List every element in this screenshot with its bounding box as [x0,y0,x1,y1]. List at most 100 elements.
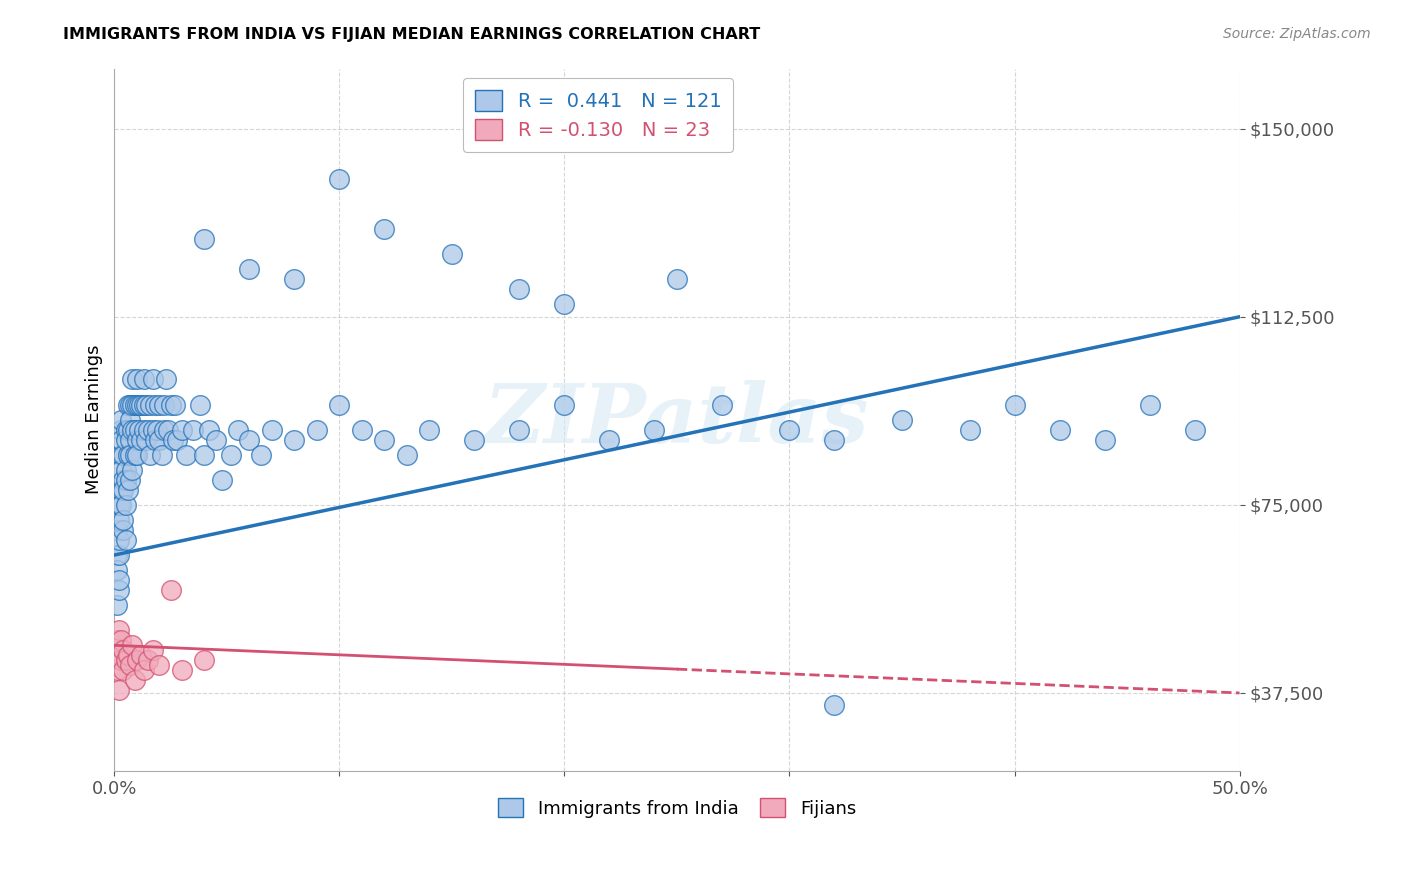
Point [128,398,150,412]
Point [350,423,373,437]
Point [114,533,136,547]
Point [105,548,128,562]
Point [112,523,135,537]
Point [553,297,575,311]
Point [108,548,131,562]
Point [132,398,155,412]
Point [1094,433,1116,447]
Point [891,412,914,426]
Point [170,664,193,678]
Point [124,448,146,462]
Point [779,423,801,437]
Point [114,498,136,512]
Point [193,448,215,462]
Point [148,433,170,447]
Point [153,398,176,412]
Point [1184,423,1206,437]
Point [1139,398,1161,412]
Point [157,423,180,437]
Point [249,448,271,462]
Point [283,433,305,447]
Point [112,473,135,487]
Point [143,433,166,447]
Point [125,372,148,386]
Point [418,423,440,437]
Point [110,463,132,477]
Point [114,433,136,447]
Point [142,423,165,437]
Point [143,398,166,412]
Point [108,513,131,527]
Point [124,673,146,688]
Point [131,398,153,412]
Point [105,563,128,577]
Point [112,664,135,678]
Point [188,398,211,412]
Point [121,638,143,652]
Point [110,423,132,437]
Point [135,398,157,412]
Point [159,583,181,598]
Point [125,448,148,462]
Point [204,433,226,447]
Point [108,498,131,512]
Point [112,643,135,657]
Point [1049,423,1071,437]
Point [373,433,395,447]
Point [110,448,132,462]
Point [260,423,283,437]
Point [395,448,418,462]
Point [238,433,260,447]
Point [125,653,148,667]
Point [112,483,135,497]
Point [328,172,350,186]
Point [108,624,131,638]
Point [108,648,131,663]
Point [598,433,620,447]
Point [142,372,165,386]
Point [710,398,733,412]
Y-axis label: Median Earnings: Median Earnings [86,345,103,494]
Point [181,423,204,437]
Point [125,398,148,412]
Point [120,398,142,412]
Point [112,513,135,527]
Point [124,398,146,412]
Point [463,433,485,447]
Point [110,483,132,497]
Point [110,498,132,512]
Point [211,473,233,487]
Point [105,523,128,537]
Point [193,653,215,667]
Point [131,648,153,663]
Point [508,282,530,296]
Point [124,423,146,437]
Point [148,658,170,673]
Point [139,448,162,462]
Point [159,398,181,412]
Point [328,398,350,412]
Point [105,664,128,678]
Point [121,463,143,477]
Point [440,247,463,261]
Point [121,398,143,412]
Point [824,433,846,447]
Point [176,448,198,462]
Point [665,272,688,286]
Legend: Immigrants from India, Fijians: Immigrants from India, Fijians [491,791,863,825]
Point [150,448,173,462]
Point [114,653,136,667]
Point [105,598,128,612]
Text: IMMIGRANTS FROM INDIA VS FIJIAN MEDIAN EARNINGS CORRELATION CHART: IMMIGRANTS FROM INDIA VS FIJIAN MEDIAN E… [63,27,761,42]
Point [108,683,131,698]
Point [105,633,128,648]
Point [128,423,150,437]
Point [121,372,143,386]
Point [959,423,981,437]
Point [193,232,215,246]
Point [198,423,221,437]
Point [114,473,136,487]
Point [136,423,159,437]
Point [146,423,169,437]
Point [170,423,193,437]
